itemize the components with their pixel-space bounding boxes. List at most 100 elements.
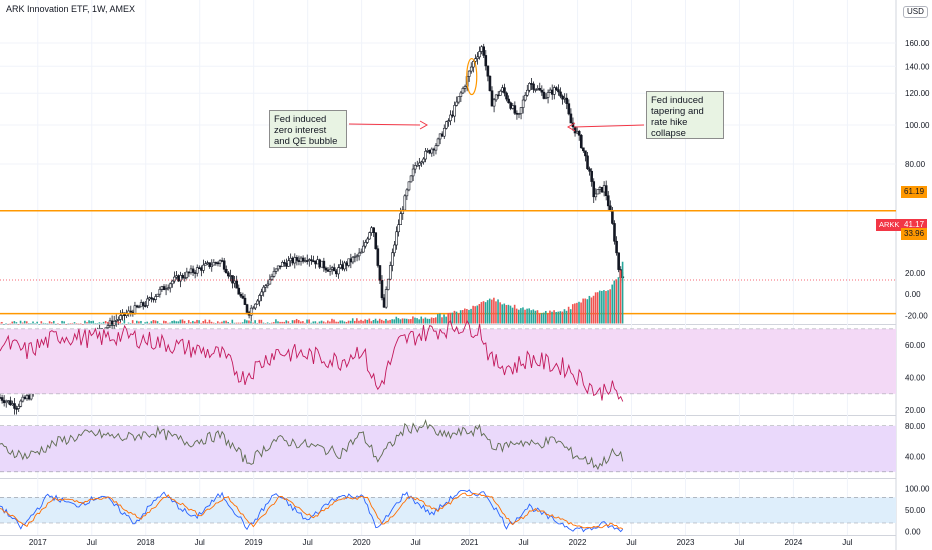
volume-bar — [262, 322, 265, 324]
volume-bar — [30, 323, 32, 324]
volume-bar — [484, 302, 487, 324]
volume-bar — [474, 306, 477, 324]
candle-body — [320, 260, 324, 268]
volume-bar — [391, 319, 393, 324]
volume-bar — [540, 313, 543, 324]
volume-bar — [385, 318, 387, 324]
candle-body — [449, 114, 452, 122]
candle-body — [25, 395, 29, 400]
candle-body — [503, 87, 506, 94]
volume-bar — [520, 308, 522, 324]
candle-body — [399, 213, 402, 225]
volume-bar — [181, 319, 184, 324]
volume-bar — [453, 310, 456, 324]
volume-bar — [559, 311, 562, 324]
volume-bar — [23, 320, 26, 324]
x-tick-label: 2017 — [29, 538, 47, 547]
candle-body — [119, 315, 122, 320]
candle-body — [598, 187, 602, 190]
x-tick-label: Jul — [734, 538, 744, 547]
candle-body — [432, 148, 436, 151]
volume-bar — [243, 319, 246, 324]
volume-bar — [136, 320, 138, 324]
volume-bar — [329, 321, 331, 324]
candle-body — [183, 277, 187, 279]
annotation-line: rate hike — [651, 117, 688, 128]
volume-bar — [183, 320, 186, 324]
candle-body — [224, 268, 228, 274]
candle-body — [206, 262, 209, 264]
candle-body — [559, 91, 562, 97]
candle-body — [573, 126, 577, 134]
volume-bar — [551, 311, 553, 324]
candle-body — [428, 150, 432, 154]
candle-body — [523, 94, 527, 101]
candle-body — [604, 185, 608, 196]
volume-bar — [117, 321, 119, 324]
volume-bar — [615, 279, 618, 324]
candle-body — [235, 280, 238, 289]
volume-bar — [445, 316, 447, 324]
volume-bar — [403, 318, 406, 324]
volume-bar — [534, 310, 537, 324]
volume-bar — [466, 309, 468, 324]
volume-bar — [389, 319, 391, 324]
candle-body — [133, 305, 137, 315]
currency-label[interactable]: USD — [903, 6, 928, 18]
volume-bar — [410, 319, 412, 324]
volume-bar — [246, 320, 248, 324]
volume-bar — [416, 318, 418, 324]
candle-body — [569, 113, 573, 124]
candle-body — [166, 287, 170, 290]
candle-body — [114, 320, 118, 322]
candle-body — [337, 267, 340, 275]
candle-body — [295, 257, 299, 261]
volume-bar — [349, 320, 352, 324]
volume-bar — [335, 321, 337, 324]
volume-bar — [449, 312, 452, 324]
volume-bar — [3, 324, 5, 325]
candle-body — [21, 396, 25, 402]
candle-body — [13, 403, 16, 409]
x-tick-label: Jul — [195, 538, 205, 547]
volume-bar — [418, 319, 420, 324]
candle-body — [270, 276, 274, 280]
candle-body — [486, 65, 490, 77]
volume-bar — [241, 322, 244, 324]
volume-bar — [115, 323, 117, 324]
candle-body — [438, 133, 442, 140]
candle-body — [168, 283, 172, 289]
volume-bar — [73, 322, 76, 324]
candle-body — [592, 181, 596, 198]
candle-body — [23, 396, 27, 400]
candle-body — [0, 397, 4, 401]
volume-bar — [229, 323, 232, 324]
volume-bar — [455, 311, 458, 324]
volume-bar — [223, 320, 225, 324]
candle-body — [4, 401, 8, 404]
volume-bar — [327, 320, 329, 324]
annotation-line: tapering and — [651, 106, 704, 117]
candle-body — [185, 271, 189, 278]
volume-bar — [536, 310, 539, 324]
symbol-badge: ARKK — [876, 219, 903, 231]
volume-bar — [331, 318, 333, 324]
candle-body — [197, 267, 201, 269]
candle-body — [181, 275, 184, 278]
volume-bar — [451, 312, 454, 324]
volume-bar — [67, 323, 70, 325]
volume-bar — [320, 320, 323, 324]
candle-body — [216, 262, 220, 265]
rsi-line — [0, 319, 624, 402]
volume-bar — [584, 298, 587, 324]
volume-bar — [351, 318, 354, 324]
volume-bar — [574, 303, 576, 324]
volume-bar — [426, 318, 429, 324]
x-tick-label: Jul — [410, 538, 420, 547]
candle-body — [355, 255, 359, 258]
volume-bar — [491, 299, 493, 324]
volume-bar — [277, 321, 279, 324]
candle-body — [496, 94, 500, 97]
candle-body — [561, 95, 564, 100]
volume-bar — [187, 320, 190, 324]
